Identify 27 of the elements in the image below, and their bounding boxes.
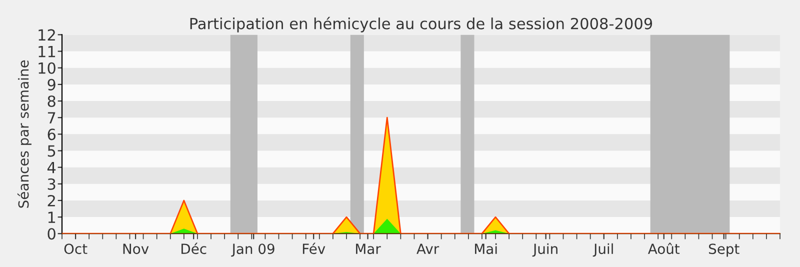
y-tick-label: 12 — [38, 29, 55, 41]
x-tick-label: Mar — [356, 244, 381, 254]
y-tick-label: 11 — [38, 46, 56, 58]
x-tick-label: Nov — [123, 244, 149, 254]
x-tick-label: Avr — [416, 244, 440, 254]
y-tick-label: 6 — [48, 128, 56, 140]
x-tick-label: Mai — [475, 243, 497, 254]
y-tick-label: 10 — [38, 62, 56, 74]
x-tick-label: Déc — [182, 242, 206, 254]
y-tick-label: 4 — [47, 162, 56, 174]
y-tick-label: 2 — [48, 194, 55, 206]
y-tick-label: 0 — [48, 228, 56, 240]
chart-title: Participation en hémicycle au cours de la session 2008-2009 — [190, 16, 652, 32]
x-tick-label: Juil — [592, 243, 613, 257]
y-axis-title: Séances par semaine — [17, 60, 32, 208]
y-tick-label: 5 — [48, 145, 56, 157]
x-tick-label: Juin — [532, 243, 558, 257]
y-tick-label: 9 — [48, 78, 56, 90]
y-tick-label: 7 — [48, 112, 56, 124]
y-tick-label: 1 — [48, 212, 56, 223]
x-tick-label: Jan 09 — [231, 244, 274, 257]
y-tick-label: 3 — [48, 178, 56, 190]
x-tick-label: Sept — [708, 244, 740, 257]
x-tick-label: Fév — [302, 242, 326, 254]
x-tick-label: Oct — [64, 244, 88, 254]
x-tick-label: Août — [648, 242, 680, 254]
y-tick-label: 8 — [48, 95, 56, 108]
